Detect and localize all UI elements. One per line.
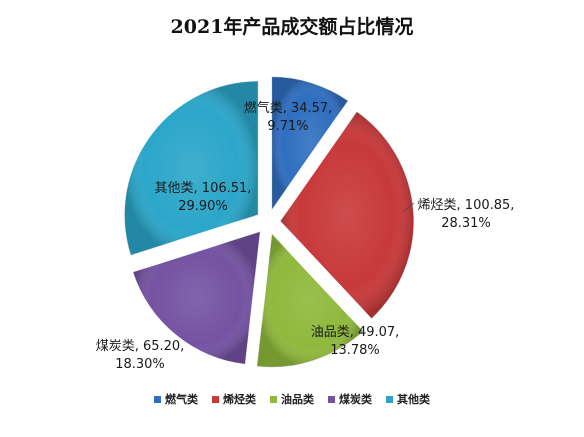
pie-labels: 燃气类, 34.57, 9.71% 烯烃类, 100.85, 28.31% 油品类, 4… (96, 100, 515, 372)
slice-label-5: 其他类, 106.51, 29.90% (155, 181, 252, 214)
pie-slice-shade-4 (132, 231, 261, 365)
legend-label: 烯烃类 (223, 393, 256, 406)
legend: 燃气类 烯烃类 油品类 煤炭类 其他类 (0, 391, 584, 407)
legend-item-4: 煤炭类 (328, 391, 372, 407)
pie-slices (123, 76, 415, 368)
legend-label: 油品类 (281, 393, 314, 406)
pie-slice-shade-3 (256, 233, 364, 368)
legend-swatch (270, 395, 277, 403)
legend-swatch (212, 395, 219, 403)
chart-title: 2021年产品成交额占比情况 (170, 16, 414, 38)
legend-item-5: 其他类 (386, 391, 430, 407)
legend-item-1: 燃气类 (154, 391, 198, 407)
pie-slice-shade-2 (279, 111, 414, 319)
legend-label: 燃气类 (165, 393, 198, 406)
slice-label-1: 燃气类, 34.57, 9.71% (244, 100, 333, 134)
pie-slice-shade-5 (124, 80, 259, 256)
legend-swatch (328, 395, 335, 403)
slice-label-3: 油品类, 49.07, 13.78% (311, 325, 400, 358)
legend-item-2: 烯烃类 (212, 391, 256, 407)
pie-slice-shade-1 (271, 76, 349, 211)
slice-label-2: 烯烃类, 100.85, 28.31% (418, 198, 515, 231)
legend-label: 煤炭类 (339, 393, 372, 406)
legend-label: 其他类 (397, 393, 430, 406)
leader-line (403, 202, 415, 212)
legend-swatch (154, 395, 161, 403)
slice-label-4: 煤炭类, 65.20, 18.30% (96, 339, 185, 372)
legend-swatch (386, 395, 393, 403)
legend-item-3: 油品类 (270, 391, 314, 407)
